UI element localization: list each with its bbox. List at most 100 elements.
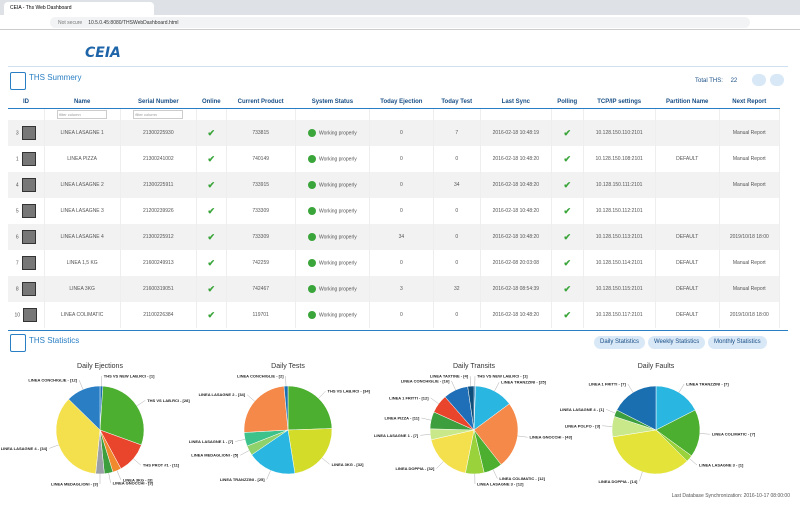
cell: LINEA LASAGNE 3	[44, 198, 121, 224]
cell	[8, 108, 45, 120]
column-header[interactable]: System Status	[295, 96, 370, 109]
product-text: 740149	[252, 156, 270, 162]
column-header[interactable]: Serial Number	[120, 96, 197, 109]
report-text: 2019/10/18 18:00	[729, 312, 769, 318]
cell: 0	[433, 224, 481, 250]
status-text: Working properly	[319, 260, 357, 267]
serial-text: 21600249913	[143, 260, 174, 266]
test-text: 32	[453, 286, 460, 292]
pie-slice	[283, 385, 289, 431]
test-text: 0	[455, 156, 459, 162]
device-icon	[21, 256, 36, 270]
stats-button[interactable]: Daily Statistics	[594, 336, 646, 349]
pie-slice	[251, 429, 296, 475]
serial-text: 21300225911	[143, 182, 174, 188]
url: 10.5.0.45:8080/THSWebDashboard.html	[88, 20, 179, 26]
serial-text: 21300241002	[143, 156, 174, 162]
cell: 0	[369, 146, 434, 172]
pie-charts: Daily Ejections THS VS NEW LAB.RCI - [1] T…	[1, 363, 756, 487]
cell: ✔	[551, 224, 584, 250]
cell: 2016-02-18 10:48:20	[480, 302, 552, 328]
cell: 21600249913	[120, 250, 197, 276]
column-header[interactable]: Partition Name	[655, 96, 720, 109]
slice-label: LINEA PIZZA - [11]	[385, 415, 420, 420]
column-header[interactable]: Next Report	[719, 96, 780, 109]
ejection-text: 0	[399, 130, 403, 136]
status-icon	[308, 311, 317, 319]
tcp-text: 10.128.150.115:2101	[595, 286, 643, 292]
leader-line	[136, 400, 146, 407]
pie-slice	[99, 385, 145, 446]
cell: Manual Report	[719, 276, 781, 302]
footer-sync: Last Database Synchronization: 2016-10-1…	[671, 493, 790, 499]
cell: LINEA LASAGNE 4	[44, 224, 121, 250]
cell: DEFAULT	[655, 224, 720, 250]
filter-input[interactable]: filter column	[133, 109, 184, 119]
export-button[interactable]	[770, 74, 784, 86]
stats-button[interactable]: Weekly Statistics	[648, 336, 706, 349]
leader-line	[49, 444, 59, 449]
report-text: Manual Report	[732, 130, 766, 136]
leader-line	[699, 433, 710, 435]
partition-text: DEFAULT	[676, 286, 699, 292]
stats-button[interactable]: Monthly Statistics	[708, 336, 767, 349]
id-text: 7	[15, 260, 19, 267]
column-header[interactable]: Today Test	[433, 96, 481, 109]
pie-slice	[287, 385, 333, 431]
check-icon: ✔	[207, 127, 216, 138]
check-icon: ✔	[563, 231, 571, 242]
column-header[interactable]: ID	[8, 96, 45, 109]
cell	[369, 108, 434, 120]
leader-line	[627, 383, 634, 393]
cell	[655, 198, 720, 224]
cell: Working properly	[295, 250, 371, 276]
id-text: 4	[15, 182, 19, 189]
cell	[655, 108, 720, 120]
cell: 10.128.150.112:2101	[583, 198, 656, 224]
leader-line	[78, 380, 84, 390]
cell: 21300225930	[120, 120, 197, 146]
check-icon: ✔	[563, 257, 571, 268]
column-header[interactable]: Online	[196, 96, 227, 109]
partition-text: DEFAULT	[676, 234, 699, 240]
print-button[interactable]	[752, 74, 766, 86]
slice-label: LINEA LASAGNE 2 - [34]	[199, 392, 246, 397]
browser-tab[interactable]: CEIA - Ths Web Dashboard	[4, 2, 154, 15]
address-bar[interactable]: Not secure 10.5.0.45:8080/THSWebDashboard…	[50, 17, 750, 28]
cell: 34	[369, 224, 434, 250]
column-header[interactable]: Polling	[551, 96, 584, 109]
filter-input[interactable]: filter column	[57, 109, 108, 119]
column-header[interactable]: Name	[44, 96, 121, 109]
leader-line	[133, 458, 142, 466]
pie-slice	[467, 385, 475, 431]
table-row: 10 LINEA COLIMATIC 21100226384 ✔ 119701 Worki…	[8, 302, 781, 328]
check-icon: ✔	[207, 231, 216, 242]
cell: ✔	[551, 250, 584, 276]
id-text: 3	[15, 130, 19, 137]
cell: Working properly	[295, 146, 371, 172]
product-text: 733309	[252, 234, 270, 240]
cell: Working properly	[295, 198, 371, 224]
partition-text: DEFAULT	[676, 312, 699, 318]
column-header[interactable]: Last Sync	[480, 96, 552, 109]
cell: 10.128.150.115:2101	[583, 276, 656, 302]
cell: 0	[369, 198, 434, 224]
column-header[interactable]: TCP/IP settings	[583, 96, 656, 109]
name-text: LINEA LASAGNE 4	[60, 234, 104, 240]
cell: 1	[8, 146, 45, 172]
column-header[interactable]: Today Ejection	[369, 96, 434, 109]
cell: 10.128.150.117:2101	[583, 302, 656, 328]
cell: 2016-02-18 10:48:20	[480, 224, 552, 250]
status-text: Working properly	[319, 130, 357, 137]
cell: DEFAULT	[655, 146, 720, 172]
sync-text: 2016-02-18 10:48:20	[492, 182, 540, 188]
cell: Working properly	[295, 276, 371, 302]
cell: Working properly	[295, 172, 371, 198]
name-text: LINEA LASAGNE 1	[60, 130, 104, 136]
leader-line	[451, 380, 456, 391]
summary-icon	[10, 72, 26, 90]
status-icon	[308, 155, 317, 163]
device-icon	[23, 308, 38, 322]
check-icon: ✔	[207, 257, 216, 268]
column-header[interactable]: Current Product	[226, 96, 296, 109]
